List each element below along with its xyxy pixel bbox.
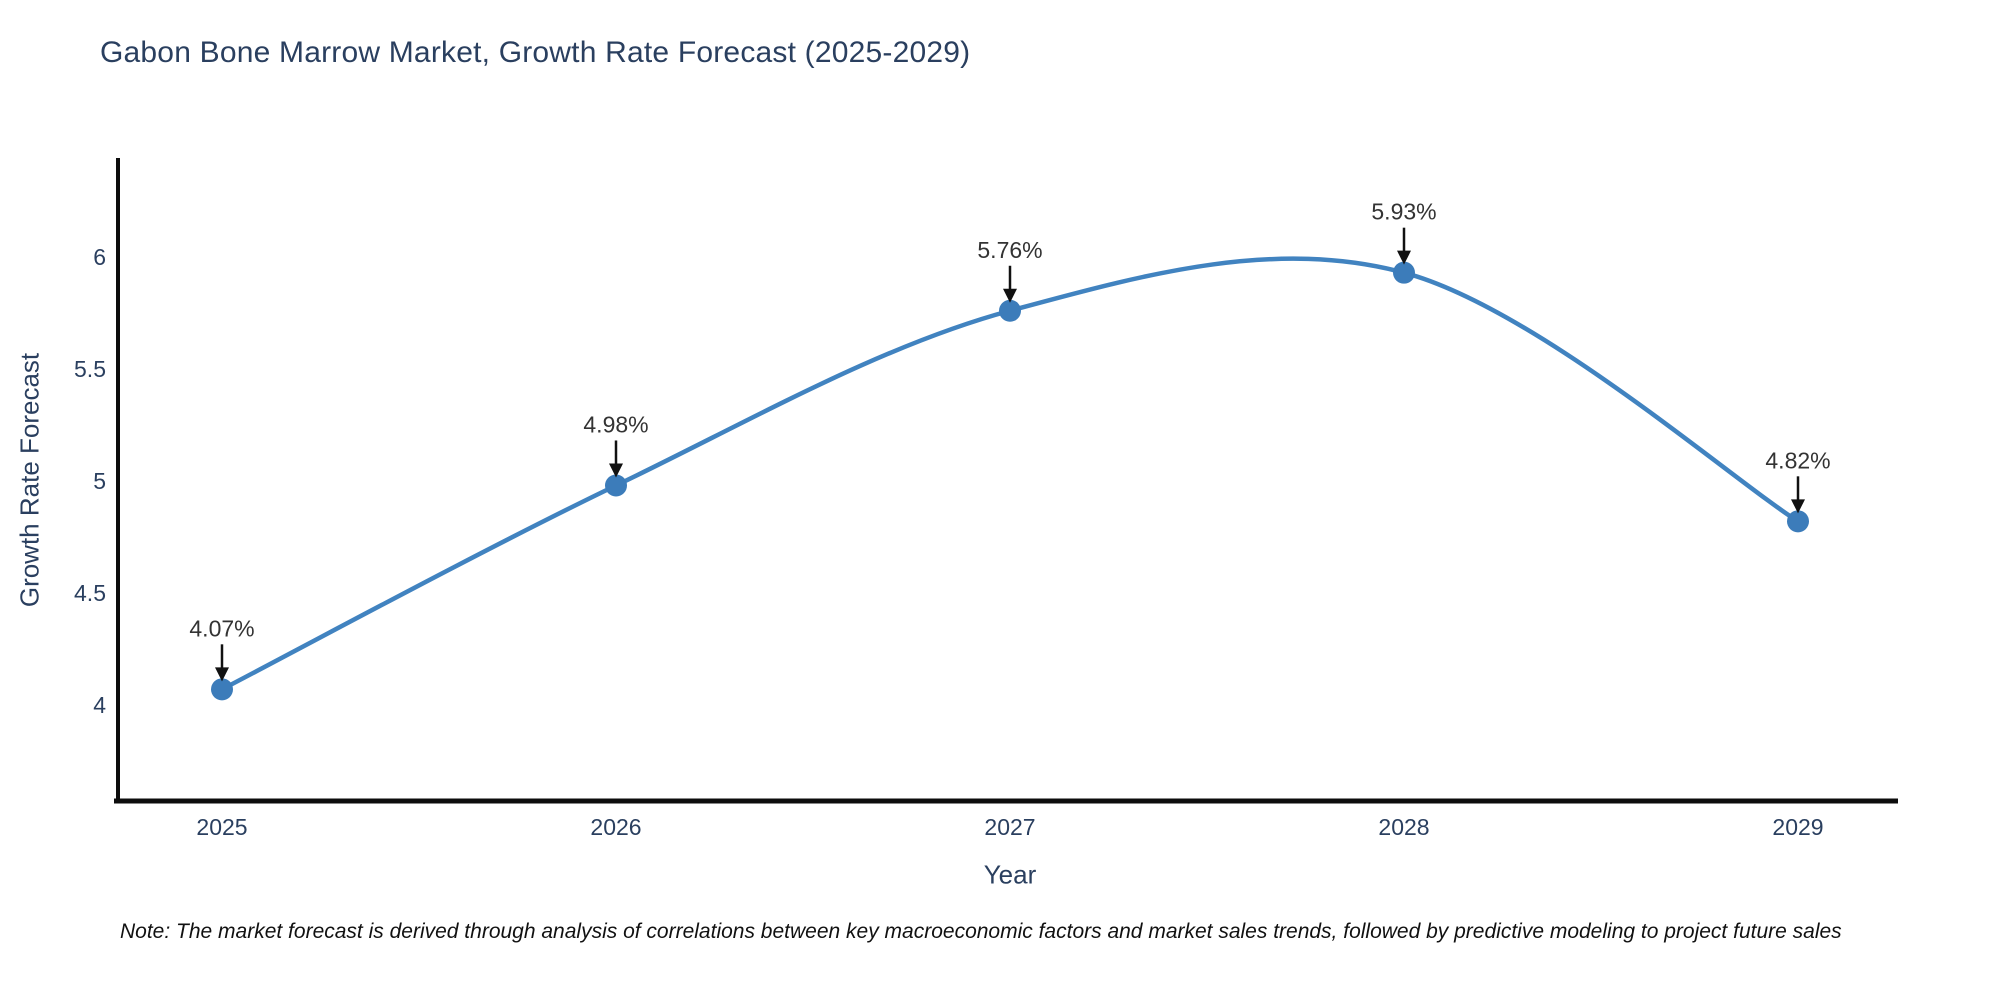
x-tick-label: 2029 xyxy=(1772,814,1823,840)
annotation-label: 4.07% xyxy=(189,615,254,641)
annotation-arrowhead xyxy=(215,667,229,682)
trend-line xyxy=(219,256,1801,692)
annotation-label: 5.76% xyxy=(977,237,1042,263)
chart-title: Gabon Bone Marrow Market, Growth Rate Fo… xyxy=(100,36,971,69)
footnote: Note: The market forecast is derived thr… xyxy=(120,920,1842,943)
data-point xyxy=(1393,261,1415,284)
x-axis-title: Year xyxy=(983,859,1037,890)
y-tick-label: 4.5 xyxy=(74,580,106,606)
x-tick-label: 2028 xyxy=(1378,814,1429,840)
annotation-arrowhead xyxy=(609,463,623,478)
data-point xyxy=(211,678,233,701)
data-point xyxy=(605,474,627,497)
y-tick-label: 6 xyxy=(93,244,106,270)
y-tick-label: 4 xyxy=(93,692,106,718)
annotation-arrowhead xyxy=(1003,288,1017,303)
annotation-arrowhead xyxy=(1397,250,1411,265)
x-tick-label: 2027 xyxy=(984,814,1035,840)
data-point xyxy=(1787,510,1809,533)
x-tick-label: 2026 xyxy=(590,814,641,840)
x-tick-label: 2025 xyxy=(196,814,247,840)
y-tick-label: 5.5 xyxy=(74,356,106,382)
annotation-label: 4.82% xyxy=(1765,447,1830,473)
annotation-label: 5.93% xyxy=(1371,199,1436,225)
data-point xyxy=(999,299,1021,322)
y-tick-label: 5 xyxy=(93,468,106,494)
annotation-label: 4.98% xyxy=(583,411,648,437)
annotation-arrowhead xyxy=(1791,499,1805,514)
